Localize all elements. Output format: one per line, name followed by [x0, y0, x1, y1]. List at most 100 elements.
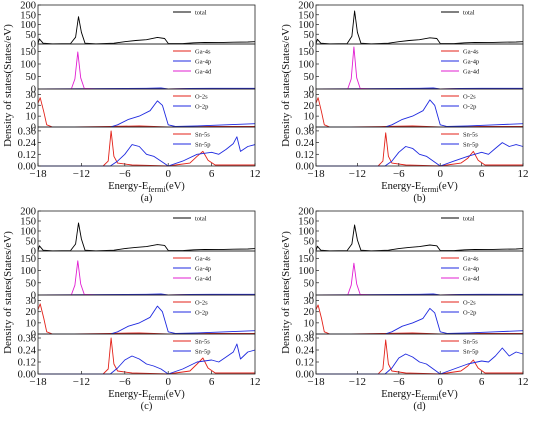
- y-tick-label: 100: [20, 266, 36, 277]
- y-tick-label: 50: [26, 30, 37, 41]
- panel-frame: [37, 250, 256, 296]
- panel-frame: [315, 250, 524, 296]
- x-tick-label: 0: [437, 168, 443, 180]
- chart-4: total050100150200Ga-4sGa-4pGa-4d05010015…: [280, 207, 529, 413]
- panel-frame: [37, 126, 256, 167]
- panel-frame: [315, 88, 524, 128]
- legend-label-sn-5p: Sn-5p: [463, 349, 479, 356]
- x-axis-label-subscript: fermi: [421, 393, 439, 402]
- panel-frame: [37, 88, 256, 128]
- legend-label-sn-5p: Sn-5p: [195, 349, 211, 356]
- series-line-o-2p: [316, 307, 524, 335]
- y-tick-label: 0: [309, 123, 314, 134]
- series-line-ga-4d: [38, 260, 255, 296]
- panel-frame: [37, 294, 256, 335]
- panel-frame: [37, 43, 256, 90]
- legend-label-ga-4p: Ga-4p: [195, 59, 211, 66]
- x-tick-label: −12: [349, 376, 366, 388]
- chart-1: total050100150200Ga-4sGa-4pGa-4d05010015…: [2, 1, 261, 205]
- y-tick-label: 100: [298, 266, 314, 277]
- y-tick-label: 20: [304, 307, 315, 318]
- y-axis-label: Density of states(States/eV): [2, 231, 14, 354]
- legend-label-sn-5s: Sn-5s: [195, 132, 210, 139]
- x-tick-label: 6: [209, 376, 215, 388]
- y-tick-label: 150: [20, 47, 36, 58]
- x-tick-label: −6: [393, 376, 405, 388]
- series-line-sn-5p: [38, 136, 256, 167]
- x-axis-label-main: Energy-E: [108, 389, 148, 400]
- y-tick-label: 10: [26, 318, 37, 329]
- x-axis-label: Energy-Efermi(eV): [108, 181, 185, 194]
- x-tick-label: −18: [29, 168, 47, 180]
- series-line-sn-5p: [316, 142, 524, 167]
- legend-label-o-2p: O-2p: [463, 310, 476, 317]
- series-line-total: [37, 222, 256, 252]
- y-axis-label: Density of states(States/eV): [2, 24, 14, 147]
- y-tick-label: 50: [304, 237, 315, 248]
- y-tick-label: 100: [298, 227, 314, 238]
- y-tick-label: 100: [298, 20, 314, 31]
- panel-frame: [315, 333, 524, 375]
- y-tick-label: 0.24: [296, 138, 315, 149]
- x-tick-label: 6: [479, 168, 485, 180]
- x-axis-label-main: Energy-E: [381, 389, 421, 400]
- legend-label-ga-4s: Ga-4s: [195, 256, 211, 263]
- series-line-total: [37, 16, 256, 45]
- y-tick-label: 0.12: [18, 150, 36, 161]
- y-tick-label: 0.12: [296, 150, 314, 161]
- panel-frame: [315, 210, 524, 252]
- legend-label-ga-4p: Ga-4p: [463, 59, 479, 66]
- y-tick-label: 10: [26, 112, 37, 123]
- y-tick-label: 0.12: [296, 358, 314, 369]
- y-tick-label: 150: [20, 254, 36, 265]
- panel-frame: [315, 4, 524, 45]
- x-tick-label: 12: [250, 376, 261, 388]
- legend-label-sn-5s: Sn-5s: [463, 339, 478, 346]
- y-tick-label: 0.36: [296, 126, 314, 137]
- y-tick-label: 50: [304, 30, 315, 41]
- series-line-sn-5p: [38, 343, 256, 375]
- y-tick-label: 150: [298, 217, 314, 228]
- x-axis-label: Energy-Efermi(eV): [108, 389, 185, 402]
- panel-3-4: Sn-5s Sn-5p 0.000.120.240.36: [18, 334, 256, 381]
- chart-2: total050100150200Ga-4sGa-4pGa-4d05010015…: [280, 1, 529, 205]
- y-tick-label: 100: [20, 60, 36, 71]
- series-line-sn-5s: [38, 130, 255, 167]
- subfigure-label: (b): [413, 193, 426, 204]
- legend-label-o-2s: O-2s: [195, 300, 208, 307]
- series-line-total: [315, 224, 524, 252]
- x-axis-label: Energy-Efermi(eV): [381, 389, 458, 402]
- y-tick-label: 0: [309, 85, 314, 96]
- legend-label-ga-4d: Ga-4d: [195, 69, 212, 76]
- y-tick-label: 150: [20, 10, 36, 21]
- x-tick-label: −6: [119, 376, 131, 388]
- x-tick-label: −12: [73, 376, 90, 388]
- legend-label-ga-4p: Ga-4p: [195, 266, 211, 273]
- y-tick-label: 50: [26, 237, 37, 248]
- y-tick-label: 200: [20, 1, 36, 12]
- x-tick-label: 12: [250, 168, 261, 180]
- legend-label-ga-4d: Ga-4d: [463, 69, 480, 76]
- legend-label-sn-5s: Sn-5s: [463, 132, 478, 139]
- y-tick-label: 50: [26, 72, 37, 83]
- x-tick-label: 12: [518, 376, 529, 388]
- legend-label-total: total: [463, 216, 475, 223]
- series-line-o-2p: [316, 99, 524, 128]
- x-tick-label: 12: [518, 168, 529, 180]
- panel-frame: [315, 43, 524, 90]
- panel-1-4: Sn-5s Sn-5p 0.000.120.240.36: [18, 126, 256, 173]
- x-tick-label: 6: [479, 376, 485, 388]
- y-tick-label: 0: [31, 123, 36, 134]
- legend-label-o-2s: O-2s: [195, 94, 208, 101]
- series-line-o-2p: [38, 100, 256, 128]
- x-tick-label: −18: [29, 376, 47, 388]
- x-axis-label-subscript: fermi: [421, 185, 439, 194]
- legend-label-sn-5s: Sn-5s: [195, 339, 210, 346]
- y-tick-label: 20: [26, 101, 37, 112]
- x-axis-label-unit: (eV): [439, 181, 459, 192]
